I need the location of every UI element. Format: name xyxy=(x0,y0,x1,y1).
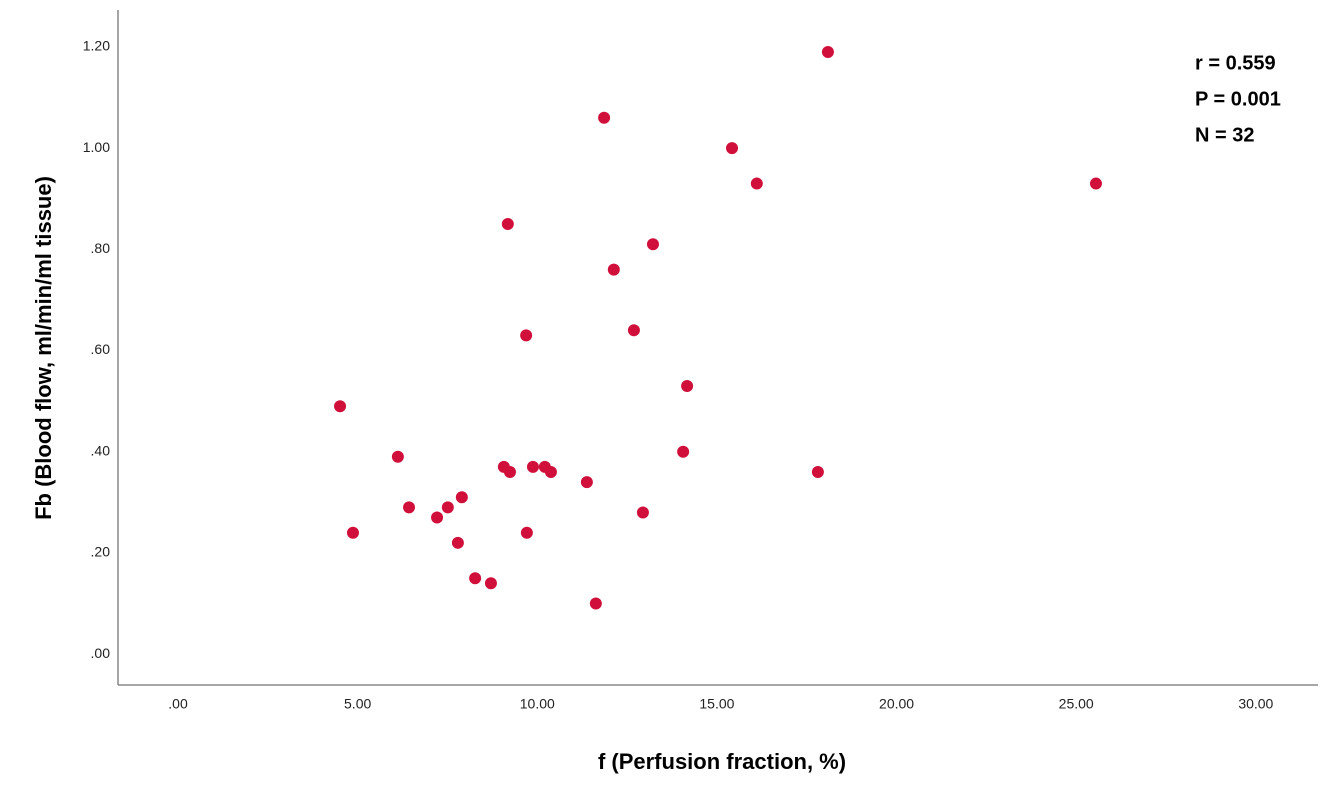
point xyxy=(636,506,649,519)
y-axis-label: Fb (Blood flow, ml/min/ml tissue) xyxy=(31,176,56,520)
point xyxy=(469,572,482,585)
point xyxy=(334,400,347,413)
annotation: P = 0.001 xyxy=(1195,88,1281,110)
point xyxy=(441,501,454,514)
point xyxy=(403,501,416,514)
y-tick-label: .00 xyxy=(91,645,111,661)
x-tick-label: 15.00 xyxy=(699,696,734,712)
point xyxy=(677,445,690,458)
point xyxy=(821,45,834,58)
y-tick-label: 1.20 xyxy=(83,38,110,54)
point xyxy=(346,526,359,539)
x-tick-label: 25.00 xyxy=(1059,696,1094,712)
x-tick-label: 10.00 xyxy=(520,696,555,712)
point xyxy=(501,218,514,231)
annotation: r = 0.559 xyxy=(1195,52,1276,74)
point xyxy=(451,536,464,549)
point xyxy=(580,476,593,489)
point xyxy=(520,329,533,342)
point xyxy=(750,177,763,190)
point xyxy=(598,111,611,124)
x-tick-label: 30.00 xyxy=(1238,696,1273,712)
point xyxy=(681,379,694,392)
point xyxy=(627,324,640,337)
point xyxy=(607,263,620,276)
point xyxy=(811,465,824,478)
y-tick-label: .20 xyxy=(91,544,111,560)
y-tick-label: 1.00 xyxy=(83,139,110,155)
point xyxy=(589,597,602,610)
point xyxy=(544,465,557,478)
x-tick-label: 20.00 xyxy=(879,696,914,712)
point xyxy=(391,450,404,463)
point xyxy=(726,142,739,155)
point xyxy=(646,238,659,251)
annotation: N = 32 xyxy=(1195,124,1254,146)
point xyxy=(484,577,497,590)
point xyxy=(503,465,516,478)
point xyxy=(1089,177,1102,190)
point xyxy=(431,511,444,524)
point xyxy=(455,491,468,504)
point xyxy=(526,460,539,473)
x-tick-label: .00 xyxy=(168,696,188,712)
y-tick-label: .80 xyxy=(91,240,111,256)
y-tick-label: .60 xyxy=(91,341,111,357)
point xyxy=(520,526,533,539)
x-tick-label: 5.00 xyxy=(344,696,371,712)
x-axis-label: f (Perfusion fraction, %) xyxy=(598,749,846,774)
y-tick-label: .40 xyxy=(91,442,111,458)
